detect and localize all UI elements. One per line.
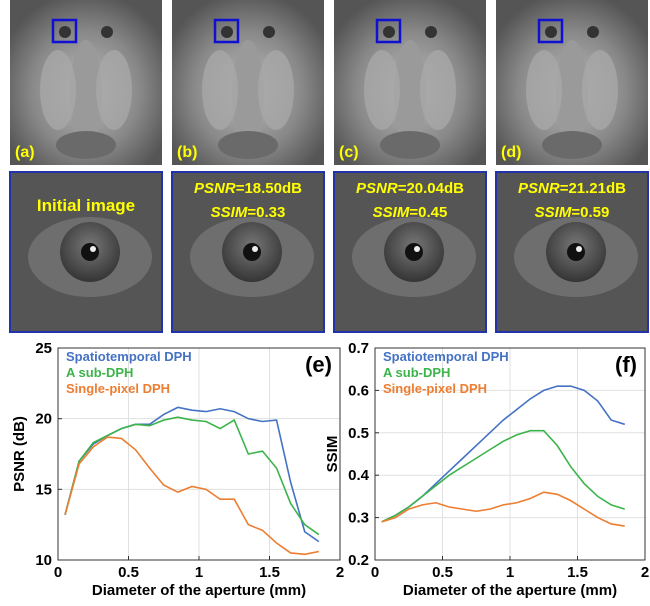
- metric-value: =0.59: [571, 204, 609, 221]
- x-tick-label: 0: [371, 564, 379, 581]
- metric-text: SSIM=0.45: [373, 204, 448, 221]
- metric-text: SSIM=0.59: [535, 204, 610, 221]
- y-tick-label: 25: [35, 340, 52, 357]
- pupil: [81, 243, 99, 261]
- nose: [232, 40, 264, 150]
- y-tick-label: 0.5: [348, 425, 369, 442]
- y-tick-label: 0.7: [348, 340, 369, 357]
- y-tick-label: 15: [35, 481, 52, 498]
- x-tick-label: 2: [641, 564, 649, 581]
- cheek: [364, 50, 400, 130]
- highlight: [90, 246, 96, 252]
- panel-label: (a): [15, 144, 35, 161]
- metric-name: SSIM: [211, 204, 248, 221]
- annotation: (e): [305, 352, 332, 377]
- mouth: [56, 131, 116, 159]
- panel-label: (c): [339, 144, 359, 161]
- eye: [221, 26, 233, 38]
- y-tick-label: 20: [35, 411, 52, 428]
- eye: [101, 26, 113, 38]
- eye: [425, 26, 437, 38]
- metric-name: SSIM: [373, 204, 410, 221]
- metric-text: PSNR=18.50dB: [194, 180, 302, 197]
- data-line: [381, 429, 625, 523]
- data-line: [64, 416, 320, 536]
- highlight: [414, 246, 420, 252]
- y-tick-label: 0.4: [348, 467, 370, 484]
- legend-entry: Single-pixel DPH: [383, 381, 487, 396]
- y-tick-label: 0.6: [348, 382, 369, 399]
- pupil: [567, 243, 585, 261]
- metric-name: SSIM: [535, 204, 572, 221]
- metric-text: SSIM=0.33: [211, 204, 286, 221]
- axes-frame: [57, 347, 341, 561]
- cheek: [582, 50, 618, 130]
- pupil: [243, 243, 261, 261]
- legend-entry: A sub-DPH: [66, 365, 133, 380]
- cheek: [526, 50, 562, 130]
- y-axis-label: PSNR (dB): [11, 416, 28, 492]
- x-tick-label: 1.5: [567, 564, 588, 581]
- eye: [383, 26, 395, 38]
- data-line: [381, 491, 625, 527]
- legend-entry: Single-pixel DPH: [66, 381, 170, 396]
- eye: [263, 26, 275, 38]
- nose: [556, 40, 588, 150]
- mouth: [218, 131, 278, 159]
- x-tick-label: 1: [506, 564, 514, 581]
- mouth: [542, 131, 602, 159]
- cheek: [96, 50, 132, 130]
- highlight: [252, 246, 258, 252]
- x-tick-label: 1: [195, 564, 203, 581]
- roi-box: [537, 18, 564, 44]
- roi-box: [213, 18, 240, 44]
- metric-name: PSNR: [356, 180, 398, 197]
- metric-value: =0.33: [247, 204, 285, 221]
- nose: [394, 40, 426, 150]
- eye: [59, 26, 71, 38]
- y-axis-label: SSIM: [324, 436, 341, 473]
- roi-box: [51, 18, 78, 44]
- panel-label: (d): [501, 144, 521, 161]
- metric-name: PSNR: [518, 180, 560, 197]
- x-tick-label: 2: [336, 564, 344, 581]
- cheek: [40, 50, 76, 130]
- metric-name: PSNR: [194, 180, 236, 197]
- metric-value: =0.45: [409, 204, 447, 221]
- x-tick-label: 1.5: [259, 564, 280, 581]
- zoom-caption: Initial image: [37, 196, 135, 215]
- pupil: [405, 243, 423, 261]
- eye: [545, 26, 557, 38]
- x-tick-label: 0.5: [118, 564, 139, 581]
- x-axis-label: Diameter of the aperture (mm): [92, 582, 306, 599]
- x-tick-label: 0.5: [432, 564, 453, 581]
- x-axis-label: Diameter of the aperture (mm): [403, 582, 617, 599]
- metric-text: PSNR=20.04dB: [356, 180, 464, 197]
- axes-frame: [374, 347, 646, 561]
- legend-entry: Spatiotemporal DPH: [383, 349, 509, 364]
- legend-entry: Spatiotemporal DPH: [66, 349, 192, 364]
- data-line: [64, 436, 320, 556]
- mouth: [380, 131, 440, 159]
- metric-text: PSNR=21.21dB: [518, 180, 626, 197]
- y-tick-label: 10: [35, 552, 52, 569]
- metric-value: =20.04dB: [398, 180, 464, 197]
- y-tick-label: 0.3: [348, 510, 369, 527]
- eye: [587, 26, 599, 38]
- x-tick-label: 0: [54, 564, 62, 581]
- cheek: [202, 50, 238, 130]
- highlight: [576, 246, 582, 252]
- roi-box: [375, 18, 402, 44]
- metric-value: =18.50dB: [236, 180, 302, 197]
- cheek: [420, 50, 456, 130]
- y-tick-label: 0.2: [348, 552, 369, 569]
- metric-value: =21.21dB: [560, 180, 626, 197]
- legend-entry: A sub-DPH: [383, 365, 450, 380]
- panel-label: (b): [177, 144, 197, 161]
- nose: [70, 40, 102, 150]
- annotation: (f): [615, 352, 637, 377]
- cheek: [258, 50, 294, 130]
